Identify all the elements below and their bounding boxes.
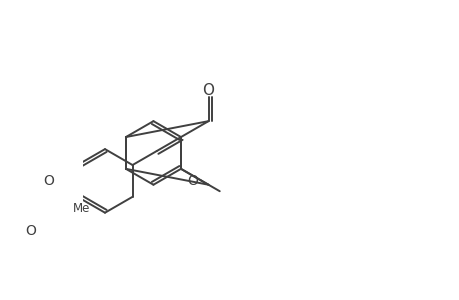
Text: O: O <box>44 174 54 188</box>
Text: Me: Me <box>73 202 90 214</box>
Text: O: O <box>202 82 214 98</box>
Text: O: O <box>25 224 36 238</box>
Text: O: O <box>186 174 197 188</box>
